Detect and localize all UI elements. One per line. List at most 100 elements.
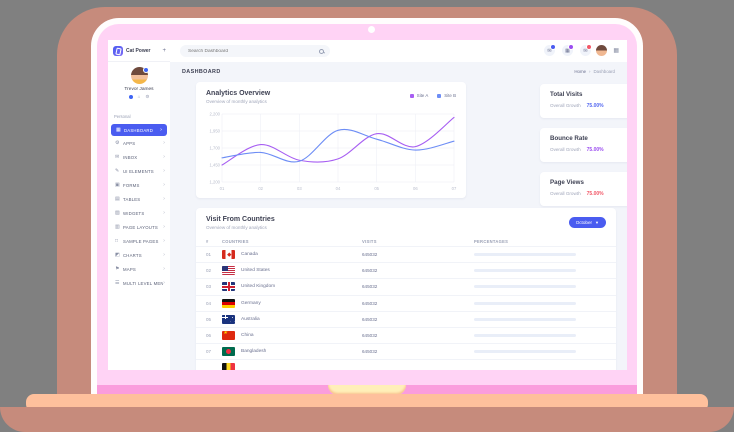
svg-text:1,950: 1,950 [210,129,221,134]
brand-logo-icon [113,45,123,56]
sidebar-item-maps[interactable]: ⚑ MAPS › [115,266,165,272]
chevron-right-icon: › [163,168,165,174]
chevron-right-icon: › [163,210,165,216]
sidebar-item-apps[interactable]: ⚙ APPS › [115,140,165,146]
svg-text:07: 07 [452,186,457,191]
period-dropdown-button[interactable]: October ▼ [568,217,606,228]
sidebar-item-widgets[interactable]: ▧ WIDGETS › [115,210,165,216]
svg-text:05: 05 [374,186,379,191]
sidebar-item-sample-pages[interactable]: □ SAMPLE PAGES › [115,238,165,244]
analytics-title: Analytics Overview [206,90,271,97]
sidebar-item-dashboard[interactable]: ▦ DASHBOARD › [111,124,167,136]
visit-from-countries-card: Visit From Countries Overview of monthly… [196,208,616,370]
sidebar-item-inbox[interactable]: ✉ INBOX › [115,154,165,160]
svg-text:2,200: 2,200 [210,112,221,117]
sidebar-item-tables[interactable]: ▤ TABLES › [115,196,165,202]
page-icon: □ [115,238,119,244]
laptop-base [0,407,734,432]
apps-icon: ⚙ [115,140,120,146]
sidebar-item-page-layouts[interactable]: ▥ PAGE LAYOUTS › [115,224,165,230]
chart-icon: ◩ [115,252,120,258]
canada-flag-icon [222,250,235,260]
chevron-right-icon: › [163,140,165,146]
legend-site-b: Site B [437,93,456,98]
sidebar-item-multi-level-menu[interactable]: ☰ MULTI LEVEL MENU › [115,280,165,286]
notification-badge [586,44,592,50]
widgets-icon: ▧ [115,210,120,216]
navbar-avatar[interactable] [596,45,607,56]
sidebar: Cat Power + Trevor James ⌂ ⚙ Personal ▦ … [108,40,171,370]
inbox-icon: ✉ [115,154,120,160]
brand-name: Cat Power [126,47,151,54]
breadcrumb-separator: › [589,69,591,74]
home-icon[interactable]: ⌂ [137,94,141,99]
svg-text:02: 02 [258,186,263,191]
table-body: 01 Canada 645032 02 United States 645032… [196,246,616,370]
chevron-right-icon: › [163,280,165,286]
page-views-card: Page Views Overall Growth 75.00% [540,172,627,206]
chevron-right-icon: › [163,266,165,272]
calendar-icon-button[interactable]: ▦ [562,44,574,56]
message-icon-button[interactable]: ✉ [544,44,556,56]
percentage-bar [474,317,576,321]
search-icon[interactable] [319,48,324,54]
laptop-camera-dot [368,26,375,33]
growth-value: 75.00% [586,103,604,109]
percentage-bar [474,285,576,289]
grid-menu-icon[interactable]: ▦ [613,48,619,54]
table-row: 07 Bangladesh 645032 [196,343,616,359]
chat-icon[interactable] [128,95,133,99]
sidebar-profile: Trevor James ⌂ ⚙ [108,64,170,112]
avatar[interactable] [130,67,149,84]
pencil-icon: ✎ [115,168,120,174]
table-row: 05 Australia 645032 [196,310,616,327]
main-content: DASHBOARD Home › Dashboard Analytics Ove… [170,62,627,370]
table-row [196,359,616,370]
svg-text:03: 03 [297,186,302,191]
total-visits-card: Total Visits Overall Growth 75.00% [540,84,627,118]
belgium-flag-icon [222,363,235,370]
sidebar-menu: ▦ DASHBOARD › ⚙ APPS › ✉ INBOX › ✎ UI EL… [108,124,170,290]
search-input[interactable] [186,47,319,55]
breadcrumb-current: Dashboard [593,69,615,74]
layout-icon: ▥ [115,224,120,230]
percentage-bar [474,253,576,257]
table-row: 02 United States 645032 [196,262,616,278]
sidebar-item-forms[interactable]: ▣ FORMS › [115,182,165,188]
australia-flag-icon [222,314,235,324]
chevron-right-icon: › [163,224,165,230]
search-box [180,45,330,57]
svg-text:01: 01 [220,186,225,191]
table-row: 01 Canada 645032 [196,246,616,262]
sidebar-toggle-icon[interactable]: + [162,47,166,54]
gear-icon[interactable]: ⚙ [145,94,150,99]
breadcrumb-home-link[interactable]: Home [574,69,587,74]
percentage-bar [474,301,576,305]
svg-text:1,450: 1,450 [210,163,221,168]
percentage-bar [474,334,576,338]
mail-icon-button[interactable]: ✉ [580,44,592,56]
chart-legend: Site A Site B [409,93,456,98]
dashboard-screen: Cat Power + Trevor James ⌂ ⚙ Personal ▦ … [108,40,627,370]
legend-swatch [437,93,442,98]
svg-text:1,200: 1,200 [210,180,221,185]
growth-value: 75.00% [586,147,604,153]
germany-flag-icon [222,298,235,308]
notification-badge [550,44,556,50]
chevron-right-icon: › [163,252,165,258]
laptop-notch [328,385,406,395]
bounce-rate-card: Bounce Rate Overall Growth 75.00% [540,128,627,162]
menu-icon: ☰ [115,280,120,286]
sidebar-item-charts[interactable]: ◩ CHARTS › [115,252,165,258]
chevron-right-icon: › [163,154,165,160]
percentage-bar [474,350,576,354]
countries-title: Visit From Countries [206,216,275,223]
bangladesh-flag-icon [222,347,235,357]
chevron-right-icon: › [160,127,162,133]
sidebar-item-ui-elements[interactable]: ✎ UI ELEMENTS › [115,168,165,174]
breadcrumb: Home › Dashboard [574,69,615,74]
logo-row: Cat Power + [108,40,170,62]
china-flag-icon [222,331,235,341]
